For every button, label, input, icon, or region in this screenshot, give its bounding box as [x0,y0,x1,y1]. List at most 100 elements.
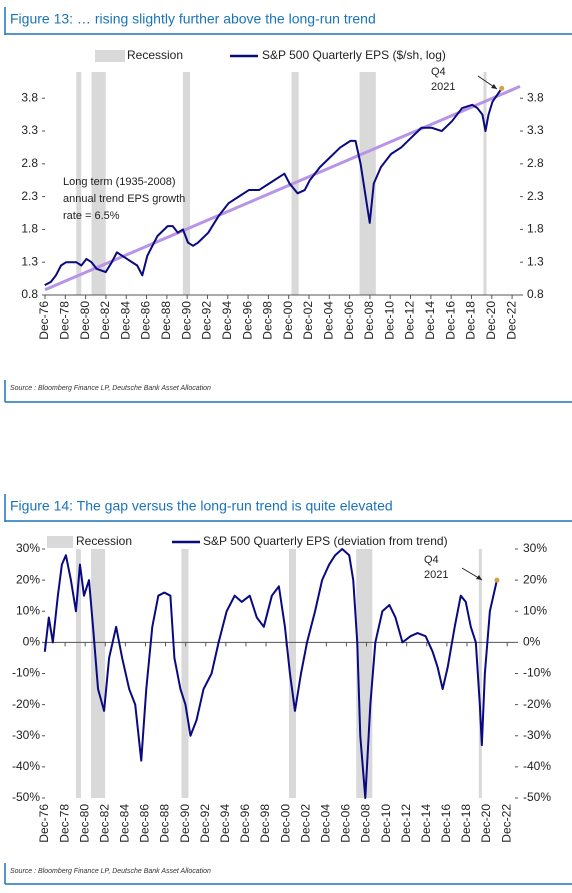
x-tick-label: Dec-92 [198,804,212,843]
x-tick-label: Dec-02 [298,804,312,843]
y2-tick-label: 0% [523,635,541,649]
y2-tick-label: 1.8 [527,222,544,236]
y-tick-label: 30% [16,541,40,555]
x-tick-label: Dec-04 [318,804,332,843]
x-tick-label: Dec-90 [179,301,193,340]
x-tick-label: Dec-20 [479,804,493,843]
x-tick-label: Dec-98 [258,804,272,843]
legend-swatch [47,536,73,548]
y-tick-label: -20% [12,697,40,711]
y-tick-label: 0% [23,635,41,649]
annotation: Q4 [424,554,439,566]
y-tick-label: 10% [16,603,40,617]
legend-swatch [95,50,125,62]
source: Source : Bloomberg Finance LP, Deutsche … [10,385,211,392]
annotation: 2021 [424,569,448,581]
x-tick-label: Dec-20 [484,301,498,340]
end-marker [499,85,505,91]
y2-tick-label: 3.8 [527,90,544,104]
y2-tick-label: 10% [523,603,547,617]
recession-band [91,72,106,295]
y-tick-label: 1.8 [21,222,38,236]
x-tick-label: Dec-22 [504,301,518,340]
x-tick-label: Dec-94 [220,301,234,340]
x-tick-label: Dec-00 [278,804,292,843]
recession-band [181,549,189,798]
trend-line [44,85,521,292]
recession-band [359,72,376,295]
x-tick-label: Dec-90 [178,804,192,843]
annotation: rate = 6.5% [63,210,120,222]
x-tick-label: Dec-18 [459,804,473,843]
annotation: Long term (1935-2008) [63,176,176,188]
chart: Figure 14: The gap versus the long-run t… [4,494,572,885]
y2-tick-label: 1.3 [527,254,544,268]
x-tick-label: Dec-84 [118,301,132,340]
y2-tick-label: -30% [523,728,551,742]
y-tick-label: -50% [12,790,40,804]
x-tick-label: Dec-82 [97,804,111,843]
annotation: 2021 [431,81,455,93]
x-tick-label: Dec-78 [57,301,71,340]
x-tick-label: Dec-96 [240,301,254,340]
recession-band [288,549,296,798]
y2-tick-label: 20% [523,572,547,586]
legend-label: S&P 500 Quarterly EPS ($/sh, log) [262,48,446,62]
x-tick-label: Dec-96 [238,804,252,843]
x-tick-label: Dec-98 [261,301,275,340]
x-tick-label: Dec-86 [139,301,153,340]
x-tick-label: Dec-18 [464,301,478,340]
y-tick-label: 1.3 [21,254,38,268]
source: Source : Bloomberg Finance LP, Deutsche … [10,868,211,875]
x-tick-label: Dec-12 [403,301,417,340]
recession-band [76,72,82,295]
x-tick-label: Dec-94 [218,804,232,843]
y-tick-label: 2.8 [21,156,38,170]
x-tick-label: Dec-08 [362,301,376,340]
y-tick-label: 3.3 [21,123,38,137]
x-tick-label: Dec-10 [382,301,396,340]
x-tick-label: Dec-00 [281,301,295,340]
y-tick-label: -10% [12,666,40,680]
x-tick-label: Dec-82 [98,301,112,340]
annotation-arrowhead [491,84,497,89]
y2-tick-label: 2.8 [527,156,544,170]
legend-label: Recession [127,48,183,62]
y2-tick-label: 30% [523,541,547,555]
x-tick-label: Dec-04 [321,301,335,340]
x-tick-label: Dec-14 [423,301,437,340]
y-tick-label: -40% [12,759,40,773]
series-line [43,548,498,799]
chart-title: Figure 14: The gap versus the long-run t… [10,498,393,514]
x-tick-label: Dec-06 [339,804,353,843]
legend-label: Recession [76,534,132,548]
x-tick-label: Dec-12 [399,804,413,843]
y-tick-label: 2.3 [21,189,38,203]
legend-label: S&P 500 Quarterly EPS (deviation from tr… [203,534,448,548]
chart-title: Figure 13: … rising slightly further abo… [10,11,376,27]
x-tick-label: Dec-76 [37,804,51,843]
recession-band [91,549,106,798]
y-tick-label: -30% [12,728,40,742]
x-tick-label: Dec-06 [342,301,356,340]
x-tick-label: Dec-78 [57,804,71,843]
y2-tick-label: -40% [523,759,551,773]
y2-tick-label: -10% [523,666,551,680]
x-tick-label: Dec-10 [379,804,393,843]
x-tick-label: Dec-86 [138,804,152,843]
x-tick-label: Dec-02 [301,301,315,340]
x-tick-label: Dec-88 [158,804,172,843]
x-tick-label: Dec-80 [78,301,92,340]
y-tick-label: 20% [16,572,40,586]
recession-band [483,72,487,295]
y2-tick-label: 0.8 [527,287,544,301]
y2-tick-label: -50% [523,790,551,804]
recession-band [478,549,482,798]
end-marker [494,577,500,583]
y2-tick-label: 3.3 [527,123,544,137]
y-tick-label: 3.8 [21,90,38,104]
x-tick-label: Dec-22 [499,804,513,843]
x-tick-label: Dec-92 [200,301,214,340]
x-tick-label: Dec-84 [118,804,132,843]
